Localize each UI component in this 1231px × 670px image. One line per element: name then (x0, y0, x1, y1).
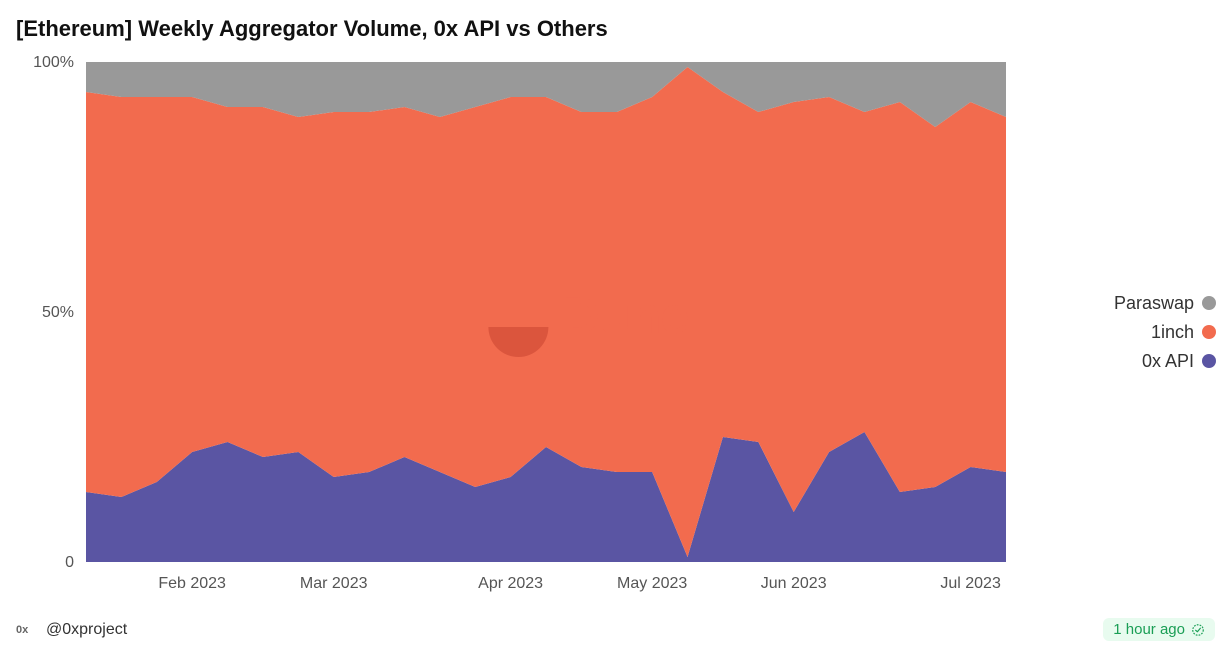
y-tick-label: 50% (42, 304, 74, 321)
chart-card: [Ethereum] Weekly Aggregator Volume, 0x … (0, 0, 1231, 670)
legend-label: 1inch (1151, 322, 1194, 343)
checkmark-badge-icon (1191, 623, 1205, 637)
legend: Paraswap 1inch 0x API (1036, 52, 1226, 612)
legend-swatch-paraswap (1202, 296, 1216, 310)
legend-item-0xapi[interactable]: 0x API (1142, 351, 1216, 372)
author[interactable]: 0x @0xproject (16, 621, 127, 639)
x-tick-label: Jul 2023 (940, 575, 1001, 592)
legend-label: 0x API (1142, 351, 1194, 372)
x-tick-label: Apr 2023 (478, 575, 543, 592)
stacked-area-chart[interactable]: Dune 0 50% 100% Feb 2023 Mar 2023 Apr 2023 May … (16, 52, 1036, 612)
timestamp-label: 1 hour ago (1113, 621, 1185, 638)
legend-item-paraswap[interactable]: Paraswap (1114, 293, 1216, 314)
y-tick-label: 0 (65, 554, 74, 571)
chart-row: Dune 0 50% 100% Feb 2023 Mar 2023 Apr 2023 May … (16, 52, 1215, 612)
y-tick-label: 100% (33, 54, 74, 71)
legend-label: Paraswap (1114, 293, 1194, 314)
legend-swatch-0xapi (1202, 354, 1216, 368)
author-handle: @0xproject (46, 621, 127, 639)
author-avatar-icon: 0x (16, 624, 38, 636)
svg-text:Dune: Dune (562, 287, 688, 345)
x-tick-label: May 2023 (617, 575, 687, 592)
legend-item-1inch[interactable]: 1inch (1151, 322, 1216, 343)
x-tick-label: Feb 2023 (158, 575, 226, 592)
chart-area[interactable]: Dune 0 50% 100% Feb 2023 Mar 2023 Apr 2023 May … (16, 52, 1036, 612)
area-0x-api[interactable] (86, 432, 1006, 562)
refresh-timestamp[interactable]: 1 hour ago (1103, 618, 1215, 641)
chart-title: [Ethereum] Weekly Aggregator Volume, 0x … (16, 16, 1215, 42)
legend-swatch-1inch (1202, 325, 1216, 339)
x-tick-label: Mar 2023 (300, 575, 368, 592)
footer: 0x @0xproject 1 hour ago (16, 618, 1215, 641)
x-tick-label: Jun 2023 (761, 575, 827, 592)
